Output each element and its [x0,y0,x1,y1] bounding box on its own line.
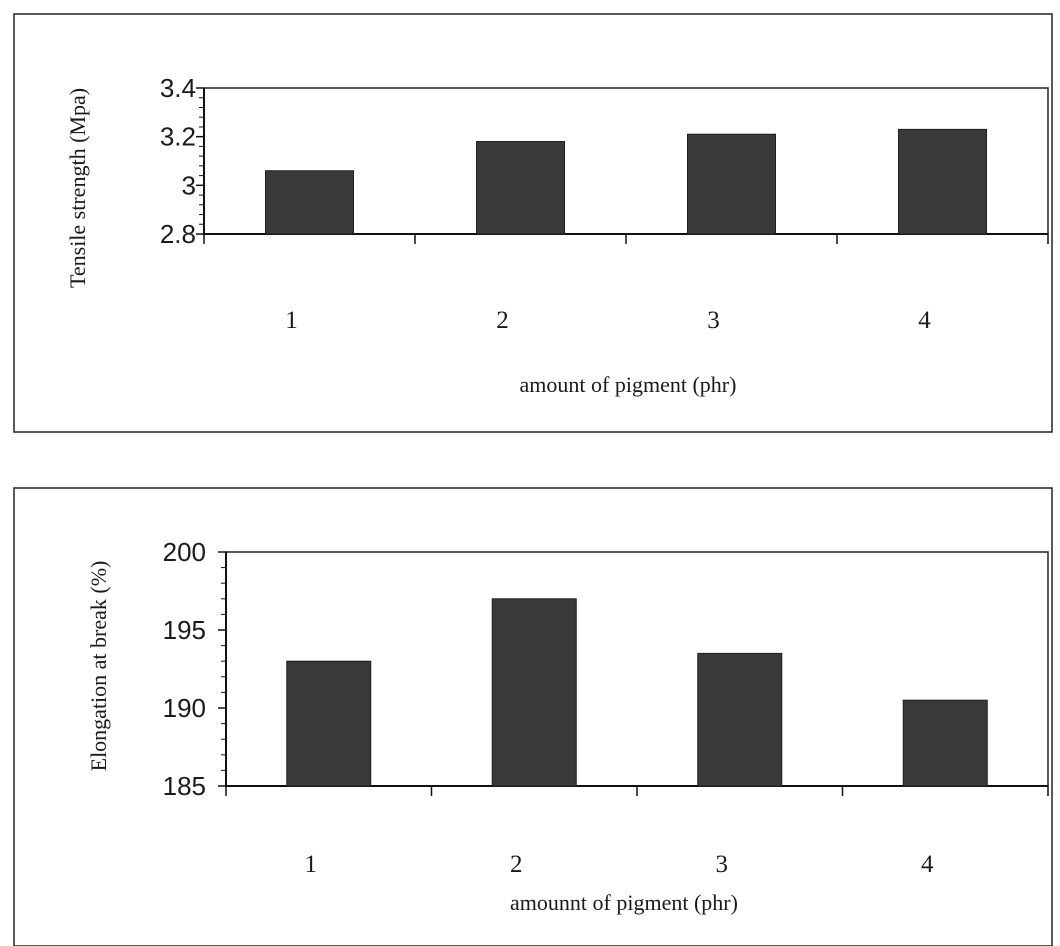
x-tick-label: 3 [716,851,729,878]
x-tick-label: 2 [510,851,523,878]
x-axis-title: amounnt of pigment (phr) [510,890,738,915]
y-tick-label: 185 [163,771,206,801]
y-tick-label: 190 [163,693,206,723]
x-axis-title: amount of pigment (phr) [520,372,737,397]
plot-area: 2.8 3 3.2 3.4 1 2 3 4 [160,73,1049,334]
chart-frame [13,13,1053,433]
x-tick-label: 4 [921,851,934,878]
x-tick-label: 3 [707,307,720,334]
bar [265,170,354,235]
bar [898,128,987,235]
bar [286,660,372,787]
y-tick-label: 3.2 [160,122,196,152]
chart-elongation: 185 190 195 200 1 2 3 4 amounnt of pigment (phr… [13,487,1053,946]
bar [687,133,776,235]
chart-tensile: 2.8 3 3.2 3.4 1 2 3 4 amount of pigment (phr) T… [13,13,1053,433]
x-tick-label: 1 [285,307,298,334]
chart-frame [13,487,1053,946]
x-tick-label: 4 [918,307,931,334]
y-tick-label: 3 [182,170,196,200]
y-tick-label: 200 [163,537,206,567]
bar [697,652,783,787]
bar [902,699,988,787]
bar [476,141,565,235]
bar [491,598,577,787]
y-tick-label: 2.8 [160,219,196,249]
y-axis-title: Tensile strength (Mpa) [65,88,90,288]
y-tick-label: 3.4 [160,73,196,103]
x-tick-label: 2 [496,307,509,334]
x-tick-label: 1 [305,851,318,878]
y-axis-title: Elongation at break (%) [86,561,111,772]
plot-area: 185 190 195 200 1 2 3 4 [163,537,1049,878]
y-tick-label: 195 [163,615,206,645]
